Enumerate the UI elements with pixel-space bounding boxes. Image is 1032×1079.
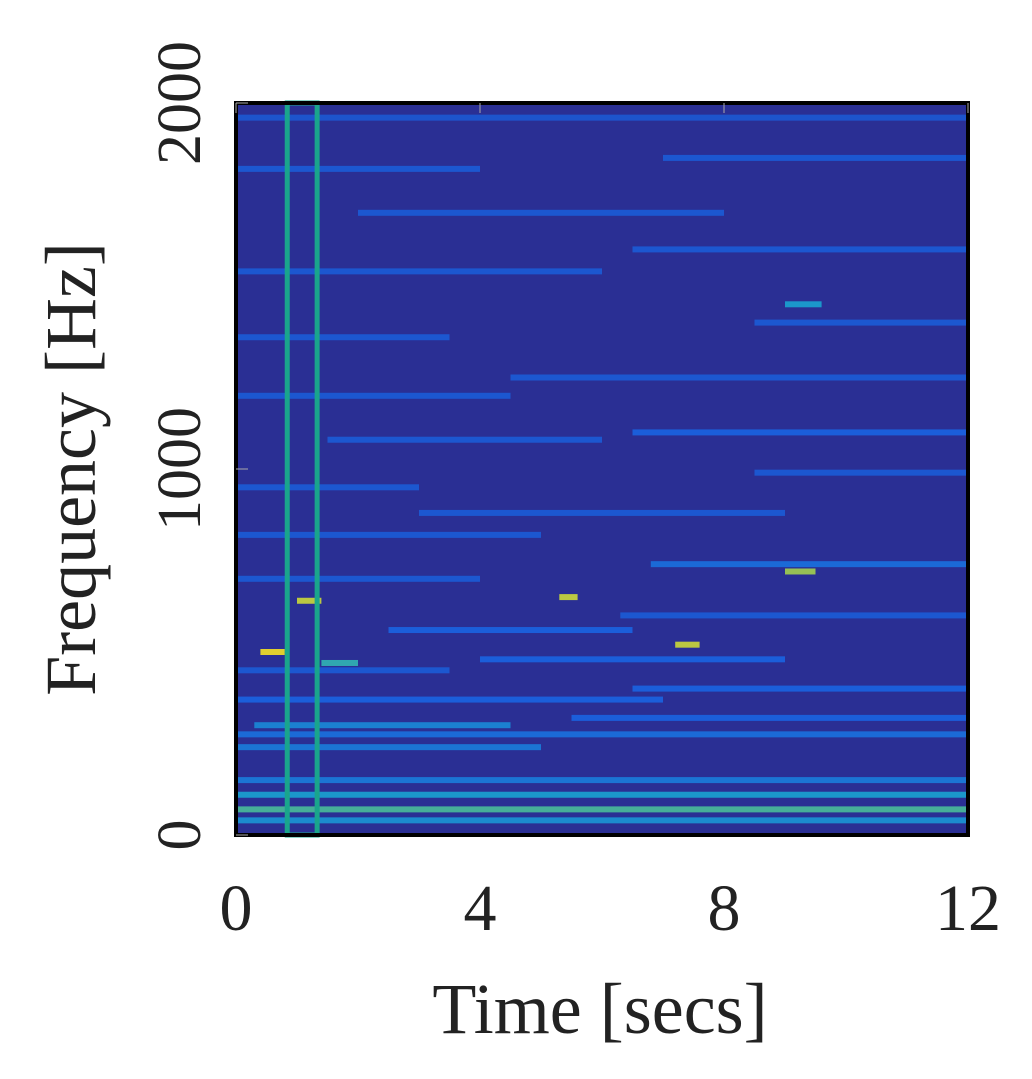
x-axis-label: Time [secs] bbox=[432, 969, 767, 1049]
spectral-band bbox=[754, 469, 968, 476]
x-tick-label: 0 bbox=[220, 872, 253, 945]
spectral-band bbox=[236, 334, 450, 341]
spectral-band bbox=[632, 429, 968, 436]
spectral-band bbox=[388, 627, 633, 634]
spectral-band bbox=[236, 731, 968, 738]
spectral-band bbox=[297, 597, 322, 604]
spectral-band bbox=[254, 722, 511, 729]
spectral-band bbox=[663, 154, 968, 161]
spectral-band bbox=[480, 656, 785, 663]
spectral-band bbox=[571, 714, 968, 721]
spectral-band bbox=[236, 696, 663, 703]
spectral-band bbox=[632, 246, 968, 253]
spectral-band bbox=[632, 685, 968, 692]
spectral-band bbox=[236, 484, 419, 491]
y-tick-label: 2000 bbox=[146, 41, 214, 165]
spectral-band bbox=[675, 641, 700, 648]
spectral-band bbox=[559, 594, 578, 601]
spectral-band bbox=[236, 165, 480, 172]
spectral-band bbox=[236, 268, 602, 275]
spectral-band bbox=[236, 817, 968, 824]
y-axis-label: Frequency [Hz] bbox=[31, 242, 111, 696]
x-tick-label: 4 bbox=[464, 872, 497, 945]
spectral-band bbox=[785, 568, 816, 575]
spectral-band bbox=[236, 575, 480, 582]
x-tick-label: 12 bbox=[935, 872, 1001, 945]
spectral-band bbox=[327, 436, 602, 443]
spectral-band bbox=[650, 561, 968, 568]
spectral-band bbox=[754, 319, 968, 326]
spectral-band bbox=[321, 659, 358, 666]
x-tick-label: 8 bbox=[708, 872, 741, 945]
spectral-band bbox=[510, 374, 968, 381]
spectral-band bbox=[236, 791, 968, 798]
spectral-band bbox=[236, 114, 968, 121]
plot-background bbox=[236, 103, 968, 835]
spectral-band bbox=[236, 667, 450, 674]
y-tick-label: 1000 bbox=[146, 407, 214, 531]
spectral-band bbox=[236, 806, 968, 813]
spectral-band bbox=[236, 392, 511, 399]
spectral-band bbox=[236, 744, 541, 751]
spectral-band bbox=[236, 777, 968, 784]
spectral-band bbox=[620, 612, 968, 619]
spectral-band bbox=[358, 209, 724, 216]
spectral-band bbox=[236, 531, 541, 538]
spectral-band bbox=[785, 301, 822, 308]
y-tick-label: 0 bbox=[146, 820, 214, 851]
spectral-band bbox=[260, 649, 285, 655]
spectral-band bbox=[419, 509, 785, 516]
